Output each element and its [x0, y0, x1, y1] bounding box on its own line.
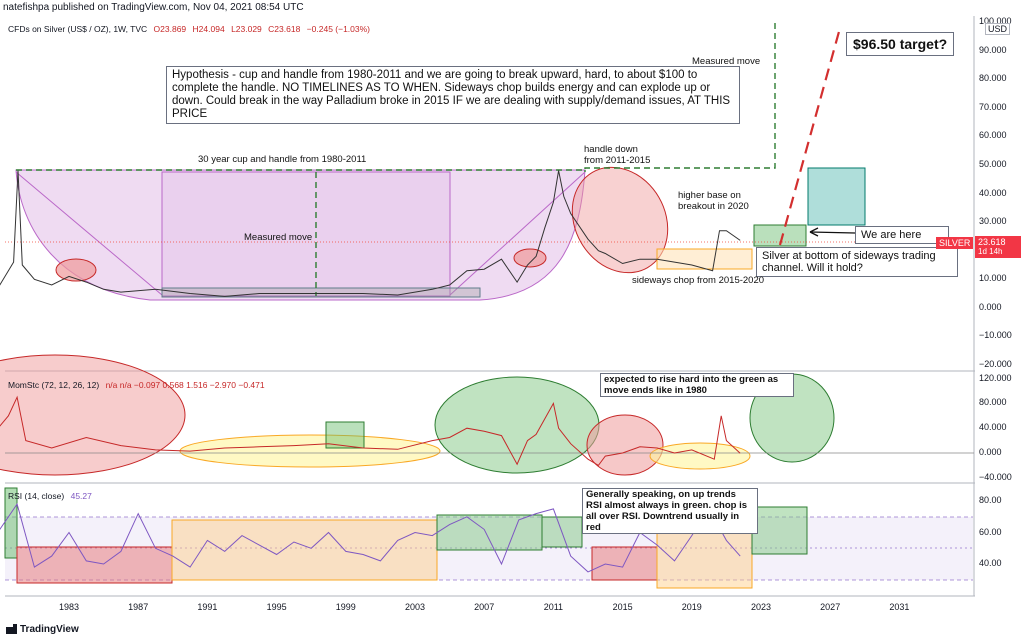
time-axis-tick: 2015 — [612, 602, 633, 612]
mom-axis-tick: 40.000 — [979, 422, 1007, 433]
currency-label: USD — [985, 23, 1011, 35]
mom-red-oval — [586, 414, 664, 476]
mom-values: n/a n/a −0.097 0.568 1.516 −2.970 −0.471 — [105, 380, 265, 390]
mom-red-oval — [0, 354, 186, 476]
rsi-orange-box — [171, 519, 438, 581]
mom-series — [0, 395, 741, 467]
time-axis-tick: 2007 — [474, 602, 495, 612]
rsi-green-box — [4, 487, 18, 559]
we-are-here-note: We are here — [855, 226, 949, 244]
hypothesis-note: Hypothesis - cup and handle from 1980-20… — [166, 66, 740, 124]
price-tag: 23.618 1d 14h — [975, 236, 1021, 258]
publisher-line: natefishpa published on TradingView.com,… — [3, 2, 304, 13]
symbol-label: CFDs on Silver (US$ / OZ), 1W, TVC — [8, 24, 148, 34]
rsi-green-box — [436, 514, 543, 551]
cup-left-diagonal — [15, 171, 163, 296]
ohlc-open: O23.869 — [153, 24, 187, 34]
measured-move-label: Measured move — [692, 56, 761, 67]
mom-annotation: expected to rise hard into the green as … — [600, 373, 794, 397]
mom-green-oval — [434, 376, 600, 474]
price-axis-tick: 0.000 — [979, 301, 1002, 312]
mom-yellow-oval — [649, 442, 751, 470]
red-oval — [55, 258, 97, 282]
time-axis-tick: 2019 — [681, 602, 702, 612]
price-axis-tick: 40.000 — [979, 187, 1007, 198]
rsi-legend: RSI (14, close) 45.27 — [8, 491, 96, 501]
ohlc-change: −0.245 (−1.03%) — [306, 24, 371, 34]
measured-move-mid-label: Measured move — [244, 232, 313, 243]
rsi-series — [0, 502, 741, 573]
time-axis-tick: 1991 — [197, 602, 218, 612]
price-axis-tick: −20.000 — [979, 359, 1012, 369]
handle-down-label-1: handle down — [584, 144, 638, 155]
time-axis-tick: 2031 — [889, 602, 910, 612]
price-legend: CFDs on Silver (US$ / OZ), 1W, TVC O23.8… — [8, 24, 374, 34]
price-axis-tick: 50.000 — [979, 158, 1007, 169]
time-axis-tick: 1987 — [128, 602, 149, 612]
arrow-head — [809, 227, 819, 237]
price-axis-tick: 10.000 — [979, 273, 1007, 284]
higher-base-label-2: breakout in 2020 — [678, 201, 749, 212]
target-note: $96.50 target? — [846, 32, 955, 56]
price-axis-tick: 90.000 — [979, 44, 1007, 55]
rsi-value: 45.27 — [70, 491, 92, 501]
time-axis-tick: 1983 — [58, 602, 80, 612]
rsi-axis-tick: 80.00 — [979, 495, 1002, 505]
mom-legend: MomStc (72, 12, 26, 12) n/a n/a −0.097 0… — [8, 380, 269, 390]
price-axis-tick: 60.000 — [979, 130, 1007, 141]
bottom-note: Silver at bottom of sideways trading cha… — [756, 247, 958, 277]
time-axis-tick: 2011 — [543, 602, 564, 612]
footer-brand: TradingView — [20, 624, 79, 635]
mom-axis-tick: 120.000 — [979, 372, 1012, 383]
price-axis-tick: 30.000 — [979, 216, 1007, 227]
price-axis-tick: 100.000 — [979, 16, 1012, 26]
red-oval — [513, 248, 547, 268]
price-axis-tick: −10.000 — [979, 330, 1012, 341]
target-box — [807, 167, 866, 226]
rsi-axis-tick: 60.00 — [979, 526, 1002, 537]
base-box — [161, 287, 481, 298]
symbol-tag: SILVER — [936, 237, 974, 249]
time-axis-tick: 1999 — [335, 602, 356, 612]
time-axis-tick: 1995 — [266, 602, 287, 612]
price-tag-countdown: 1d 14h — [978, 247, 1003, 256]
ohlc-low: L23.029 — [231, 24, 262, 34]
mom-yellow-oval — [179, 434, 441, 468]
rsi-green-box — [751, 506, 808, 555]
time-axis-tick: 2003 — [404, 602, 426, 612]
handle-oval — [571, 166, 669, 274]
mom-green-box — [325, 421, 365, 449]
mom-title: MomStc (72, 12, 26, 12) — [8, 380, 100, 390]
time-axis-tick: 2027 — [820, 602, 841, 612]
time-axis-tick: 2023 — [750, 602, 772, 612]
rsi-annotation: Generally speaking, on up trends RSI alm… — [582, 488, 758, 534]
tradingview-logo — [6, 624, 17, 634]
sideways-box — [656, 248, 753, 270]
higher-base-box — [753, 224, 807, 247]
cup-right-diagonal — [449, 171, 586, 296]
rsi-title: RSI (14, close) — [8, 491, 65, 501]
cup-label: 30 year cup and handle from 1980-2011 — [198, 154, 367, 165]
rsi-axis-tick: 40.00 — [979, 558, 1002, 568]
price-tag-value: 23.618 — [978, 237, 1006, 247]
price-axis-tick: 80.000 — [979, 73, 1007, 84]
rsi-red-box — [16, 546, 173, 584]
mom-axis-tick: 0.000 — [979, 447, 1002, 457]
price-series — [0, 170, 741, 297]
handle-down-label-2: from 2011-2015 — [584, 155, 651, 166]
ohlc-close: C23.618 — [268, 24, 301, 34]
measured-move-line — [16, 20, 776, 171]
price-axis-tick: 70.000 — [979, 101, 1007, 112]
mom-axis-tick: −40.000 — [979, 471, 1012, 482]
we-are-here-arrow — [809, 231, 856, 234]
mom-axis-tick: 80.000 — [979, 397, 1007, 408]
ohlc-high: H24.094 — [192, 24, 225, 34]
sideways-label: sideways chop from 2015-2020 — [632, 275, 765, 286]
cup-center-box — [161, 171, 451, 297]
higher-base-label-1: higher base on — [678, 190, 741, 201]
